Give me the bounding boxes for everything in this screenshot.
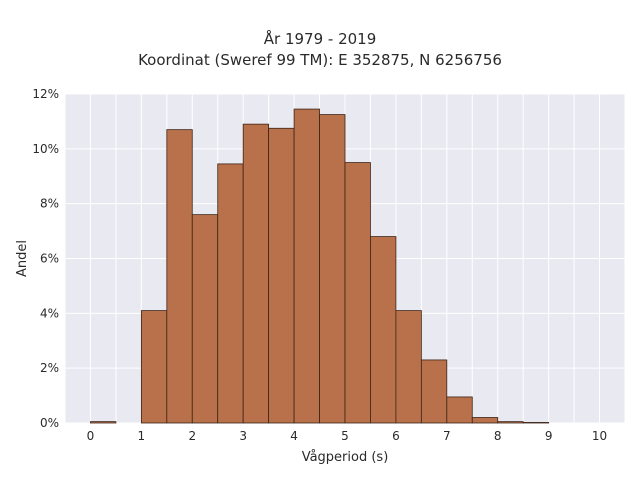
y-tick-label: 10% xyxy=(32,142,59,156)
x-tick-label: 2 xyxy=(188,429,196,443)
histogram-bar xyxy=(395,310,422,424)
histogram-bar xyxy=(344,162,371,424)
histogram-bar xyxy=(319,114,346,424)
x-tick-label: 1 xyxy=(138,429,146,443)
y-tick-label: 8% xyxy=(40,197,59,211)
histogram-bar xyxy=(293,108,320,424)
histogram-bar xyxy=(217,163,244,424)
x-tick-label: 4 xyxy=(290,429,298,443)
histogram-bar xyxy=(370,236,397,424)
histogram-bar xyxy=(497,421,524,424)
x-tick-label: 0 xyxy=(87,429,95,443)
histogram-bar xyxy=(446,396,473,424)
x-tick-label: 3 xyxy=(239,429,247,443)
x-tick-label: 6 xyxy=(392,429,400,443)
histogram-bar xyxy=(242,123,270,424)
histogram-bar xyxy=(90,421,117,424)
histogram-bar xyxy=(268,127,295,424)
x-tick-label: 5 xyxy=(341,429,349,443)
y-tick-label: 0% xyxy=(40,416,59,430)
y-axis-label: Andel xyxy=(15,240,30,277)
y-tick-label: 2% xyxy=(40,361,59,375)
histogram-bar xyxy=(471,417,499,424)
x-tick-label: 10 xyxy=(592,429,607,443)
x-tick-label: 8 xyxy=(494,429,502,443)
histogram-bar xyxy=(420,359,448,424)
histogram-bar xyxy=(140,310,168,424)
x-tick-label: 7 xyxy=(443,429,451,443)
histogram-bar xyxy=(191,214,219,424)
x-axis-label: Vågperiod (s) xyxy=(302,450,389,465)
histogram-bar xyxy=(522,422,550,424)
y-tick-label: 6% xyxy=(40,252,59,266)
y-tick-label: 12% xyxy=(32,87,59,101)
histogram-bar xyxy=(166,129,193,424)
x-tick-label: 9 xyxy=(545,429,553,443)
chart-title-line-1: År 1979 - 2019 xyxy=(263,30,377,48)
y-tick-label: 4% xyxy=(40,306,59,320)
chart-title-line-2: Koordinat (Sweref 99 TM): E 352875, N 62… xyxy=(138,51,502,69)
